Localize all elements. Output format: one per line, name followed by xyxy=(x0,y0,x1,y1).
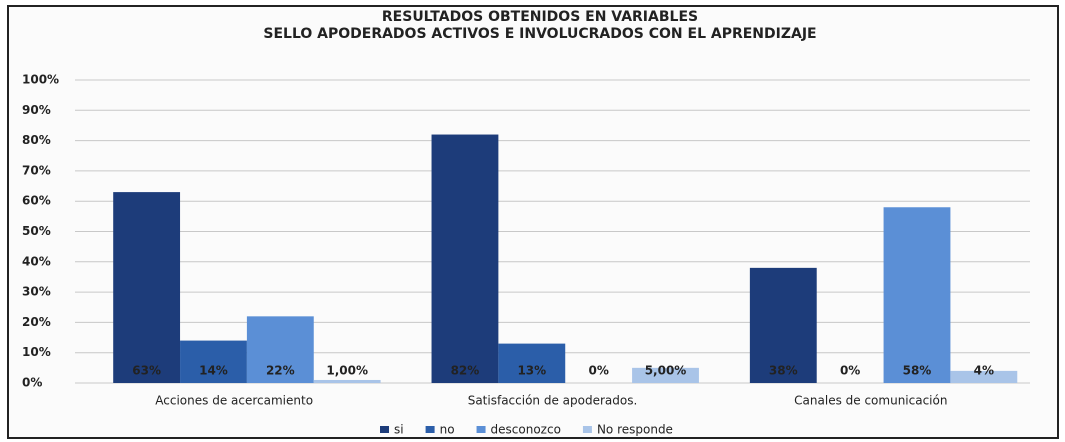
bar xyxy=(883,207,951,383)
y-tick-label: 50% xyxy=(22,224,51,238)
legend-label: no xyxy=(440,423,455,437)
data-label: 0% xyxy=(588,364,608,378)
bar xyxy=(313,379,381,383)
y-tick-label: 100% xyxy=(22,73,59,87)
data-label: 14% xyxy=(199,364,228,378)
y-tick-label: 0% xyxy=(22,376,42,390)
chart-title: RESULTADOS OBTENIDOS EN VARIABLES xyxy=(382,9,698,25)
legend-swatch xyxy=(380,426,389,433)
data-label: 38% xyxy=(769,364,798,378)
data-label: 58% xyxy=(903,364,932,378)
legend-label: si xyxy=(394,423,404,437)
bar xyxy=(632,367,699,383)
bar xyxy=(950,370,1018,383)
y-tick-label: 30% xyxy=(22,285,51,299)
chart-subtitle: SELLO APODERADOS ACTIVOS E INVOLUCRADOS … xyxy=(263,26,816,42)
data-label: 22% xyxy=(266,364,295,378)
data-label: 4% xyxy=(974,364,994,378)
data-label: 63% xyxy=(132,364,161,378)
bar xyxy=(749,267,817,383)
bar xyxy=(113,192,181,383)
y-tick-label: 10% xyxy=(22,345,51,359)
legend-label: No responde xyxy=(597,423,673,437)
data-label: 5,00% xyxy=(645,364,687,378)
legend-swatch xyxy=(582,426,592,433)
x-tick-label: Satisfacción de apoderados. xyxy=(468,394,638,408)
bar xyxy=(498,343,566,383)
legend-swatch xyxy=(425,426,435,433)
y-tick-label: 20% xyxy=(22,315,51,329)
bar xyxy=(180,340,247,383)
y-tick-label: 70% xyxy=(22,163,51,177)
y-tick-label: 80% xyxy=(22,133,51,147)
bar xyxy=(246,316,314,383)
legend-swatch xyxy=(476,426,486,433)
data-label: 13% xyxy=(517,364,546,378)
y-tick-label: 90% xyxy=(22,103,51,117)
data-label: 1,00% xyxy=(326,364,368,378)
y-tick-label: 60% xyxy=(22,194,51,208)
x-tick-label: Acciones de acercamiento xyxy=(155,394,313,408)
data-label: 0% xyxy=(840,364,860,378)
x-tick-label: Canales de comunicación xyxy=(794,394,947,408)
y-tick-label: 40% xyxy=(22,254,51,268)
bar xyxy=(431,134,499,383)
legend-label: desconozco xyxy=(491,423,561,437)
data-label: 82% xyxy=(451,364,480,378)
